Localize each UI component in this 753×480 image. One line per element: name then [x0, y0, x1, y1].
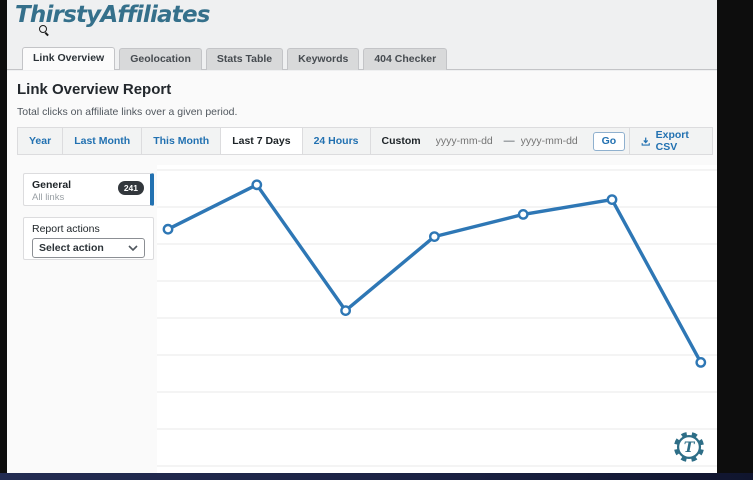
date-range-separator: — [503, 135, 515, 147]
go-button[interactable]: Go [592, 131, 626, 151]
right-letterbox [717, 0, 753, 480]
clicks-count-badge: 241 [117, 181, 144, 195]
filter-24-hours[interactable]: 24 Hours [303, 128, 371, 154]
tab-404-checker[interactable]: 404 Checker [363, 48, 448, 70]
report-actions-label: Report actions [32, 223, 100, 235]
left-letterbox [0, 0, 7, 480]
general-card-subtitle: All links [32, 192, 65, 203]
date-range-filter-bar: Year Last Month This Month Last 7 Days 2… [17, 127, 713, 155]
action-select[interactable]: Select action [32, 238, 145, 258]
thirstyaffiliates-gear-icon: T [673, 431, 705, 463]
filter-last-7-days[interactable]: Last 7 Days [221, 128, 303, 154]
general-links-card[interactable]: General All links 241 [23, 173, 154, 206]
tab-stats-table[interactable]: Stats Table [205, 48, 284, 70]
svg-text:T: T [684, 440, 696, 456]
clicks-line-chart [157, 169, 717, 467]
export-csv-button[interactable]: Export CSV [629, 128, 712, 154]
content-area: Link Overview Report Total clicks on aff… [7, 71, 717, 473]
chevron-down-icon [128, 245, 138, 251]
filter-custom-label: Custom [381, 135, 421, 147]
page-subtitle: Total clicks on affiliate links over a g… [17, 106, 238, 118]
filter-last-month[interactable]: Last Month [63, 128, 143, 154]
thirstyaffiliates-logo: ThirstyAffiliates [15, 2, 210, 28]
general-card-title: General [32, 179, 72, 191]
download-icon [641, 137, 650, 146]
tab-link-overview[interactable]: Link Overview [22, 47, 116, 70]
action-select-value: Select action [39, 242, 104, 254]
app-window: ThirstyAffiliates Link Overview Geolocat… [7, 0, 717, 473]
page-title: Link Overview Report [17, 81, 172, 98]
clicks-line-chart-panel: T [157, 165, 717, 473]
report-actions-card: Report actions Select action [23, 217, 154, 260]
custom-date-range: — Go [432, 128, 630, 154]
filter-this-month[interactable]: This Month [142, 128, 222, 154]
date-from-input[interactable] [435, 135, 498, 147]
bottom-navy-bar [0, 473, 753, 480]
date-to-input[interactable] [520, 135, 583, 147]
filter-year[interactable]: Year [18, 128, 64, 154]
tab-bar: Link Overview Geolocation Stats Table Ke… [7, 47, 717, 70]
magnifier-icon[interactable] [39, 25, 47, 33]
export-csv-label: Export CSV [655, 129, 689, 153]
tab-keywords[interactable]: Keywords [287, 48, 360, 70]
tab-geolocation[interactable]: Geolocation [119, 48, 202, 70]
